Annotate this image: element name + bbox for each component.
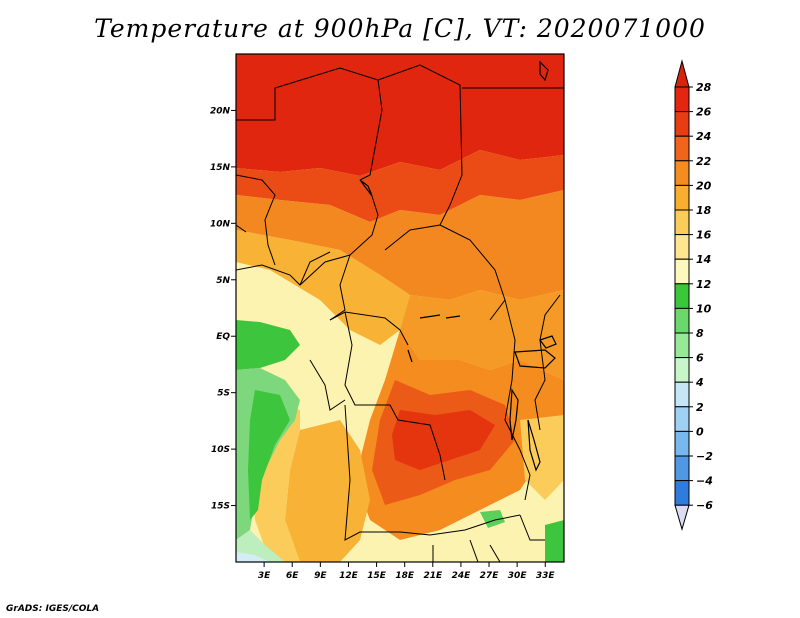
- colorbar-box: [674, 234, 690, 260]
- x-tick-label: 24E: [452, 571, 472, 581]
- colorbar-box: [674, 86, 690, 113]
- colorbar-label: 22: [696, 155, 712, 168]
- y-tick-label: EQ: [216, 332, 230, 342]
- colorbar-label: 2: [696, 401, 704, 414]
- y-tick-label: 15N: [210, 163, 231, 173]
- temp-zone-26-28-south: [392, 410, 495, 470]
- colorbar-box: [674, 160, 690, 186]
- colorbar-box: [674, 357, 690, 383]
- map-frame: [235, 53, 565, 563]
- colorbar-label: 26: [696, 106, 712, 119]
- x-tick-label: 33E: [536, 571, 556, 581]
- temp-zone-26-28: [236, 54, 564, 176]
- temp-zone-22-24-north: [236, 190, 564, 300]
- temperature-field: [236, 54, 564, 562]
- x-tick-label: 18E: [395, 571, 415, 581]
- country-borders: [236, 64, 564, 562]
- temp-zone-24-26-north: [236, 150, 564, 222]
- colorbar-box: [674, 135, 690, 162]
- temp-zone-20-22-east: [400, 290, 564, 380]
- colorbar-box: [674, 111, 690, 137]
- x-tick-label: 15E: [367, 571, 387, 581]
- colorbar-label: 14: [696, 253, 711, 266]
- colorbar-label: 18: [696, 204, 712, 217]
- temp-zone-14-16-east: [545, 520, 564, 562]
- x-tick-label: 30E: [508, 571, 528, 581]
- colorbar-label: 6: [696, 352, 704, 365]
- temp-zone-14-16-southwest: [248, 390, 290, 520]
- colorbar-box: [674, 258, 690, 285]
- x-tick-label: 27E: [480, 571, 500, 581]
- colorbar-label: −4: [696, 475, 713, 488]
- colorbar-box: [674, 283, 690, 309]
- colorbar-label: 12: [696, 278, 712, 291]
- x-tick-label: 6E: [286, 571, 299, 581]
- temp-zone-20-22-west: [236, 230, 410, 345]
- colorbar-box: [674, 430, 690, 457]
- colorbar-label: −2: [696, 450, 713, 463]
- y-tick-label: 15S: [211, 502, 230, 512]
- y-axis: 20N 15N 10N 5N EQ 5S 10S 15S: [210, 106, 236, 512]
- colorbar-label: 10: [696, 302, 712, 315]
- lake-outlines: [359, 60, 557, 472]
- y-tick-label: 10N: [210, 219, 231, 229]
- y-tick-label: 20N: [210, 106, 231, 116]
- colorbar-min-arrow: [674, 504, 690, 531]
- temp-zone-18-20-east: [520, 415, 564, 500]
- colorbar-label: 4: [695, 376, 704, 389]
- colorbar-box: [674, 455, 690, 482]
- colorbar-box: [674, 406, 690, 432]
- temp-zone-14-16-west: [236, 320, 300, 370]
- colorbar-label: 28: [696, 81, 712, 94]
- colorbar-label: 24: [696, 130, 711, 143]
- colorbar-label: 20: [696, 179, 712, 192]
- colorbar-label: 0: [696, 425, 704, 438]
- colorbar-label: 8: [696, 327, 704, 340]
- colorbar-box: [674, 480, 690, 506]
- colorbar-max-arrow: [674, 59, 690, 88]
- x-tick-label: 21E: [423, 571, 443, 581]
- y-tick-label: 5S: [217, 389, 230, 399]
- x-tick-label: 9E: [314, 571, 327, 581]
- page-title: Temperature at 900hPa [C], VT: 202007100…: [94, 14, 706, 43]
- colorbar-box: [674, 307, 690, 334]
- colorbar-box: [674, 184, 690, 211]
- y-tick-label: 5N: [216, 276, 230, 286]
- grads-credit: GrADS: IGES/COLA: [6, 604, 100, 614]
- x-tick-label: 3E: [258, 571, 271, 581]
- x-axis: 3E 6E 9E 12E 15E 18E 21E 24E 27E 30E 33E: [258, 562, 556, 581]
- x-tick-label: 12E: [339, 571, 359, 581]
- colorbar-box: [674, 209, 690, 236]
- temp-zone-8-10-west: [236, 552, 270, 562]
- colorbar-box: [674, 381, 690, 408]
- y-tick-label: 10S: [211, 445, 230, 455]
- colorbar-box: [674, 332, 690, 359]
- colorbar-label: 16: [696, 229, 712, 242]
- temp-zone-12-14-east: [480, 510, 505, 528]
- colorbar-label: −6: [696, 499, 713, 512]
